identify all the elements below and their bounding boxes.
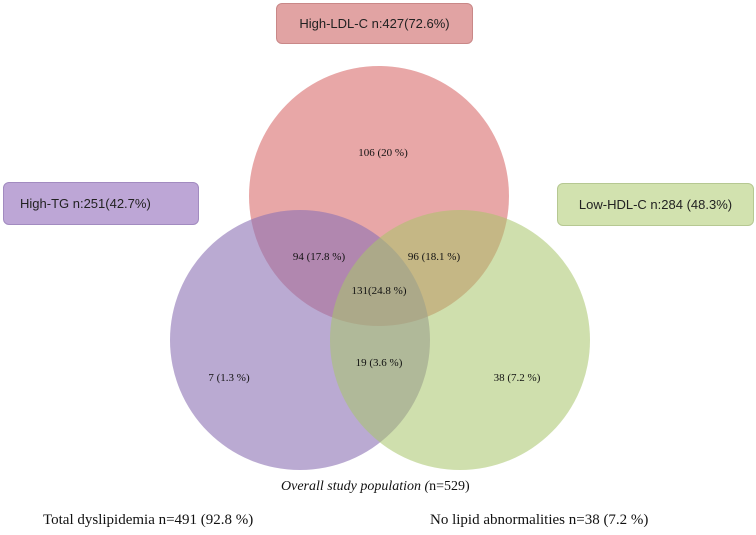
region-tg-only: 7 (1.3 %) [208,372,250,384]
high-ldl-c-label: High-LDL-C n:427(72.6%) [299,16,450,31]
low-hdl-c-circle [330,210,590,470]
high-tg-label-box: High-TG n:251(42.7%) [3,182,199,225]
region-ldl-hdl: 96 (18.1 %) [408,251,461,263]
low-hdl-c-label-box: Low-HDL-C n:284 (48.3%) [557,183,754,226]
region-all-three: 131(24.8 %) [352,285,407,297]
overall-population-text: Overall study population ( [281,479,430,494]
region-ldl-tg: 94 (17.8 %) [293,251,346,263]
low-hdl-c-label: Low-HDL-C n:284 (48.3%) [578,197,733,212]
high-ldl-c-label-box: High-LDL-C n:427(72.6%) [276,3,473,44]
region-tg-hdl: 19 (3.6 %) [356,357,403,369]
total-dyslipidemia-text: Total dyslipidemia n=491 (92.8 %) [43,512,254,528]
overall-population-n: n=529) [429,479,470,494]
overall-population-caption: Overall study population (n=529) [281,479,470,495]
region-hdl-only: 38 (7.2 %) [494,372,541,384]
high-tg-label: High-TG n:251(42.7%) [20,196,151,211]
no-lipid-abnormalities-text: No lipid abnormalities n=38 (7.2 %) [430,512,649,528]
region-ldl-only: 106 (20 %) [358,147,408,159]
